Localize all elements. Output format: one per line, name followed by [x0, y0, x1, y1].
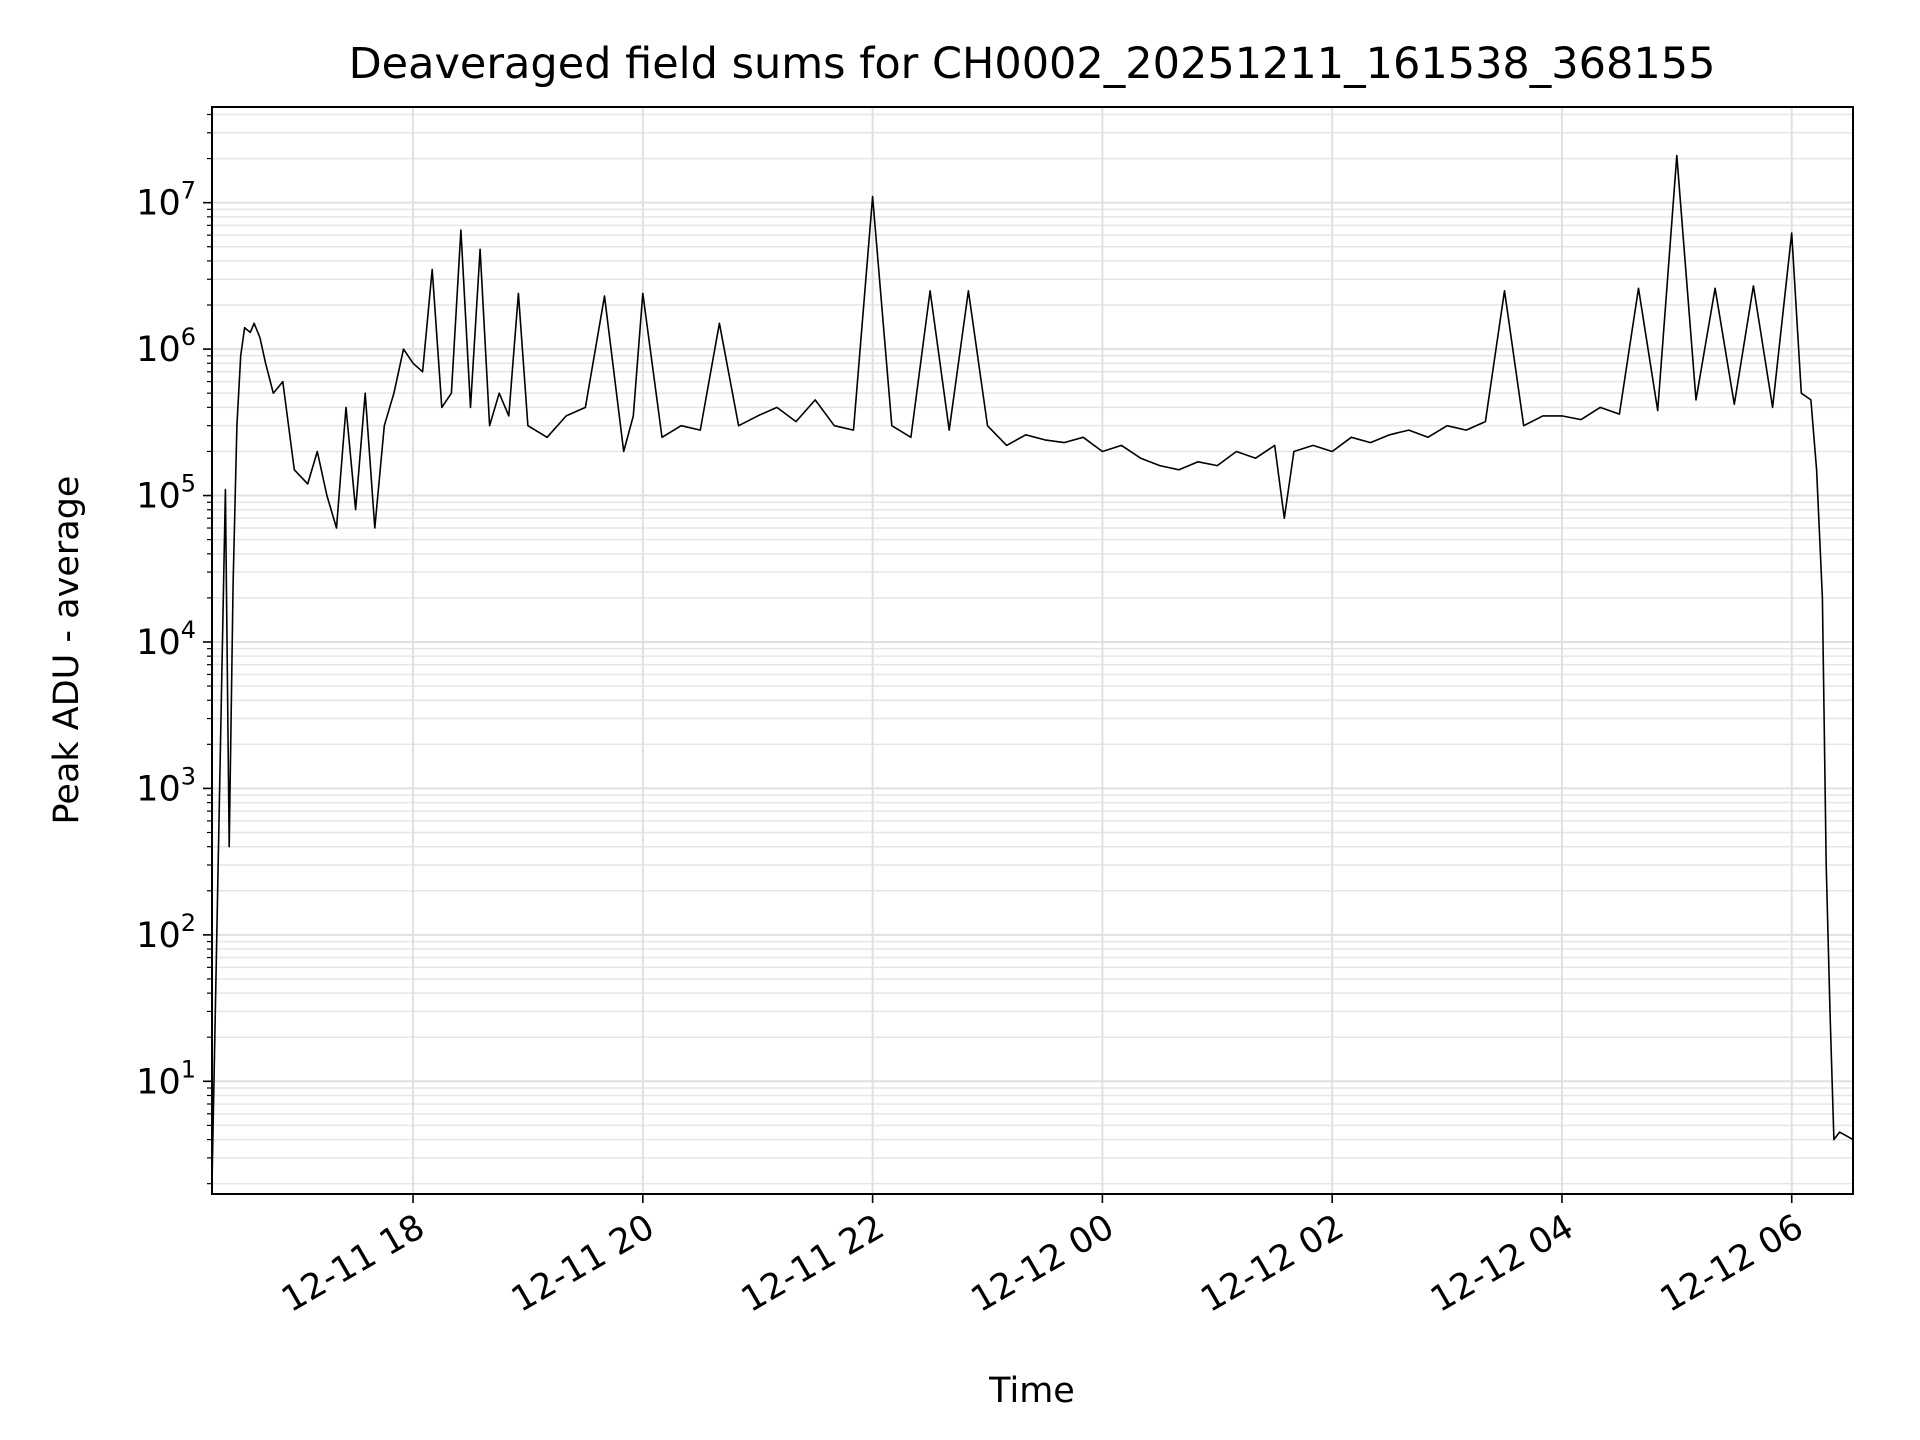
plot-area-frame — [211, 106, 1854, 1195]
series-layer — [211, 154, 1854, 1184]
y-axis-ticks: 101 102 103 104 105 106 107 — [136, 113, 212, 1185]
y-tick-label: 101 — [136, 1055, 196, 1102]
y-axis-label: Peak ADU - average — [47, 476, 87, 825]
series-line — [211, 154, 1854, 1184]
minor-gridlines — [212, 113, 1853, 1185]
chart-title: Deaveraged field sums for CH0002_2025121… — [349, 39, 1716, 89]
y-tick-label: 103 — [136, 762, 196, 809]
y-tick-label: 107 — [136, 177, 196, 224]
y-tick-label: 102 — [136, 909, 196, 956]
y-tick-label: 105 — [136, 470, 196, 517]
x-axis-label: Time — [988, 1371, 1075, 1411]
y-tick-label: 104 — [136, 616, 196, 663]
y-tick-label: 106 — [136, 323, 196, 370]
